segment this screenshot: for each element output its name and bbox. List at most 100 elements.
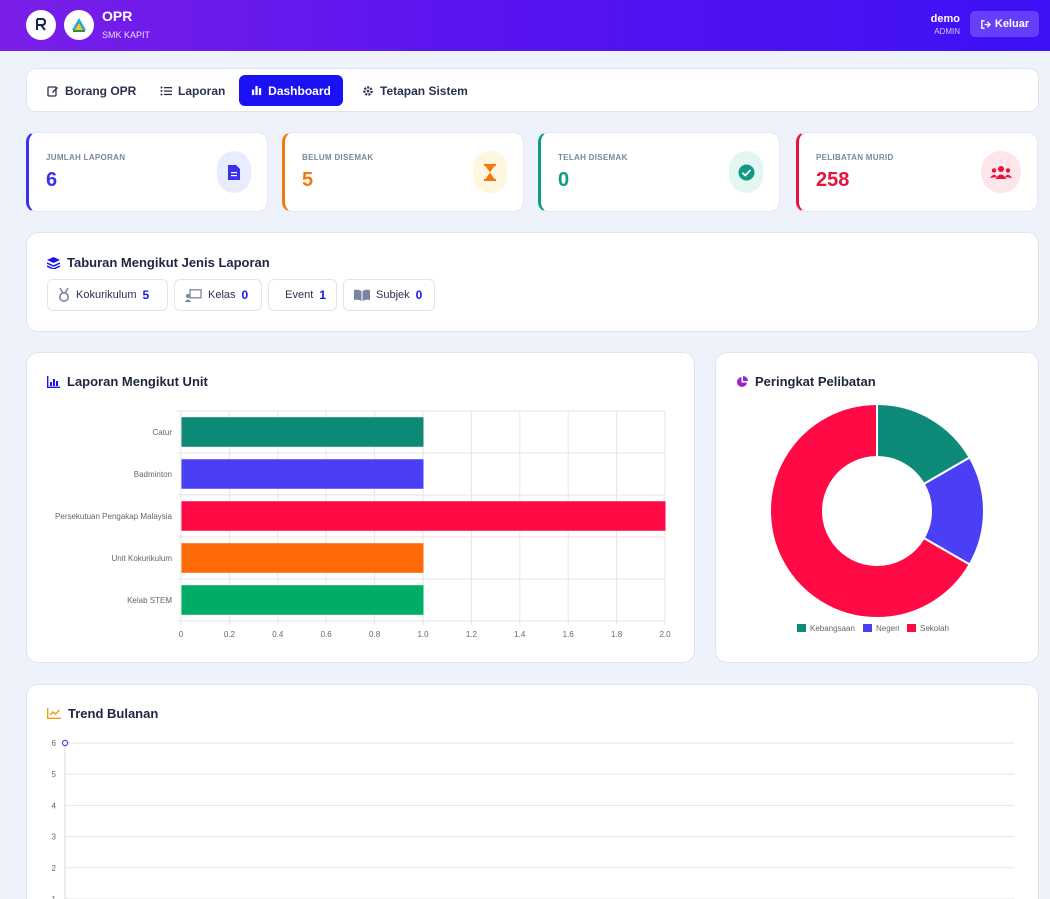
chip-event[interactable]: Event 1 [268,279,337,311]
stat-label: PELIBATAN MURID [816,153,894,162]
logout-label: Keluar [994,18,1030,30]
bar-kelab-stem [181,585,424,615]
classroom-icon [185,288,202,302]
chip-label: Kelas [208,289,236,301]
main-nav: Borang OPR Laporan Dashboard Tetapan Sis… [26,68,1039,112]
pie-chart-icon [737,375,748,387]
bar-catur [181,417,424,447]
tab-tetapan-sistem[interactable]: Tetapan Sistem [352,75,478,106]
legend-swatch [797,624,806,632]
y-tick-label: Badminton [134,470,172,479]
legend-swatch [907,624,916,632]
chip-count: 5 [142,288,150,302]
bar-persekutuan-pengakap-malaysia [181,501,666,531]
trend-chart-title: Trend Bulanan [68,706,159,721]
chip-kokurikulum[interactable]: Kokurikulum 5 [47,279,168,311]
unit-chart-panel: Laporan Mengikut Unit 0 0.2 0.4 0.6 0.8 1.0 1.… [26,352,695,663]
hourglass-icon [473,151,507,193]
x-tick-label: 0.6 [321,630,333,639]
x-tick-label: 1.0 [417,630,429,639]
r-logo-icon [33,17,49,33]
legend-label: Negeri [876,624,900,633]
unit-chart-title-wrap: Laporan Mengikut Unit [47,374,208,389]
school-logo [64,10,94,40]
check-circle-icon [729,151,763,193]
line-chart-icon [47,708,61,719]
y-tick-label: Persekutuan Pengakap Malaysia [55,512,173,521]
x-tick-label: 2.0 [659,630,671,639]
x-tick-label: 1.6 [563,630,575,639]
y-tick-label: 4 [52,801,57,810]
stat-value: 5 [302,169,314,191]
document-icon [217,151,251,193]
pie-chart-title-wrap: Peringkat Pelibatan [736,374,876,389]
y-tick-label: 6 [52,739,57,748]
top-header: OPR SMK KAPIT demo ADMIN Keluar [0,0,1050,51]
unit-chart-title: Laporan Mengikut Unit [67,374,208,389]
gear-icon [363,85,373,96]
distribution-panel: Taburan Mengikut Jenis Laporan Kokurikul… [26,232,1039,332]
app-subtitle: SMK KAPIT [102,30,151,40]
x-tick-label: 0.2 [224,630,236,639]
chip-subjek[interactable]: Subjek 0 [343,279,435,311]
slice-sekolah [769,402,972,619]
tab-dashboard[interactable]: Dashboard [239,75,343,106]
trend-chart-title-wrap: Trend Bulanan [47,706,158,721]
chip-label: Event [285,289,314,301]
users-icon [981,151,1021,193]
tab-label: Laporan [178,83,226,98]
stat-value: 0 [558,169,570,191]
x-tick-label: 0.4 [272,630,284,639]
monthly-trend-chart: 6 5 4 3 2 1 [52,739,1014,899]
stat-card-belum-disemak: BELUM DISEMAK 5 [282,132,524,212]
bar-chart-icon [252,85,262,96]
stat-card-pelibatan-murid: PELIBATAN MURID 258 [796,132,1038,212]
y-tick-label: 1 [52,895,57,899]
edit-icon [47,85,58,97]
y-tick-label: Unit Kokurikulum [112,554,173,563]
y-tick-label: Catur [152,428,172,437]
tab-laporan[interactable]: Laporan [150,75,235,106]
bar-unit-kokurikulum [181,543,424,573]
distribution-title-wrap: Taburan Mengikut Jenis Laporan [47,255,270,270]
layers-icon [47,256,60,269]
x-tick-label: 1.2 [466,630,478,639]
chip-label: Kokurikulum [76,289,137,301]
chip-label: Subjek [376,289,410,301]
tab-label: Dashboard [268,83,331,98]
medal-icon [59,288,69,302]
y-tick-label: 2 [52,864,57,873]
y-tick-label: Kelab STEM [127,596,172,605]
bar-badminton [181,459,424,489]
stat-label: BELUM DISEMAK [302,153,374,162]
y-tick-label: 3 [52,833,57,842]
logout-button[interactable]: Keluar [970,11,1039,37]
stat-label: JUMLAH LAPORAN [46,153,126,162]
stat-card-jumlah-laporan: JUMLAH LAPORAN 6 [26,132,268,212]
trend-point [61,739,69,747]
stat-card-telah-disemak: TELAH DISEMAK 0 [538,132,780,212]
stat-value: 6 [46,169,58,191]
stat-value: 258 [816,169,850,191]
tab-label: Tetapan Sistem [380,83,468,98]
tab-borang-opr[interactable]: Borang OPR [37,75,146,106]
app-title: OPR [102,8,133,24]
chip-count: 0 [241,288,249,302]
stat-label: TELAH DISEMAK [558,153,628,162]
chip-kelas[interactable]: Kelas 0 [174,279,262,311]
x-tick-label: 1.8 [611,630,623,639]
user-name: demo [930,13,960,25]
trend-chart-panel: Trend Bulanan 6 5 4 3 2 1 [26,684,1039,899]
pie-chart-title: Peringkat Pelibatan [755,374,876,389]
school-crest-icon [72,18,86,32]
chip-count: 0 [415,288,423,302]
pie-chart-panel: Peringkat Pelibatan Kebangsaan Negeri Seko… [715,352,1039,663]
legend-swatch [863,624,872,632]
user-role: ADMIN [934,27,960,36]
engagement-donut-chart: Kebangsaan Negeri Sekolah [769,402,985,633]
app-logo [26,10,56,40]
book-icon [354,289,370,301]
chip-count: 1 [319,288,326,302]
x-tick-label: 0.8 [369,630,381,639]
list-icon [160,86,172,95]
